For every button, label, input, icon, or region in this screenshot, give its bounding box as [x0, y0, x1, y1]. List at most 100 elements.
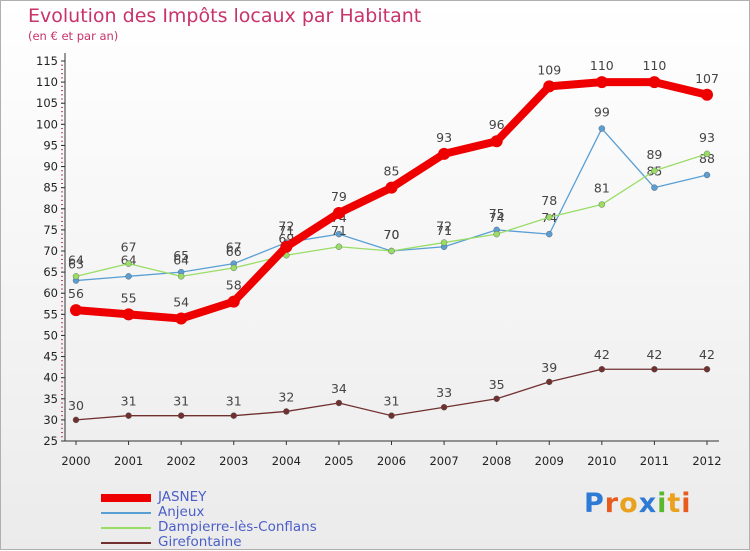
data-label: 93: [699, 130, 715, 145]
data-label: 42: [594, 347, 610, 362]
y-tick-label: 115: [36, 54, 58, 68]
data-point: [651, 184, 658, 191]
data-label: 96: [489, 117, 505, 132]
data-label: 72: [436, 219, 452, 234]
data-label: 99: [594, 105, 610, 120]
x-tick-label: 2012: [692, 454, 721, 468]
legend-swatch: [101, 542, 151, 544]
data-point: [440, 404, 448, 411]
y-tick-label: 100: [36, 117, 58, 131]
x-tick-label: 2001: [114, 454, 143, 468]
logo-letter: t: [667, 488, 682, 519]
data-label: 31: [173, 394, 189, 409]
data-label: 31: [121, 394, 137, 409]
data-label: 110: [642, 58, 666, 73]
data-point: [177, 412, 185, 419]
data-label: 93: [436, 130, 452, 145]
data-label: 89: [646, 147, 662, 162]
x-tick-label: 2011: [640, 454, 669, 468]
data-point: [490, 135, 503, 148]
data-point: [598, 125, 606, 132]
x-tick-label: 2009: [535, 454, 564, 468]
data-label: 75: [489, 206, 505, 221]
data-label: 107: [695, 71, 719, 86]
data-point: [493, 395, 500, 402]
data-point: [332, 207, 345, 219]
y-tick-label: 55: [43, 307, 58, 321]
data-point: [175, 312, 188, 325]
data-point: [438, 147, 451, 160]
data-label: 67: [121, 240, 137, 255]
data-label: 64: [173, 252, 189, 267]
y-tick-label: 75: [43, 223, 58, 237]
y-tick-label: 60: [43, 286, 58, 300]
logo-letter: P: [584, 488, 605, 519]
series-line: [72, 78, 711, 323]
data-point: [283, 408, 290, 415]
data-label: 39: [541, 360, 557, 375]
data-label: 34: [331, 381, 347, 396]
data-label: 32: [278, 389, 294, 404]
y-tick-label: 105: [36, 96, 58, 110]
data-point: [388, 412, 395, 419]
x-tick-label: 2000: [61, 454, 90, 468]
data-label: 31: [384, 394, 400, 409]
chart-subtitle: (en € et par an): [28, 29, 119, 43]
legend-label: Dampierre-lès-Conflans: [158, 519, 317, 535]
data-label: 70: [384, 227, 400, 242]
data-point: [230, 412, 237, 419]
legend-swatch: [101, 527, 151, 529]
x-tick-label: 2008: [482, 454, 511, 468]
x-tick-label: 2003: [219, 454, 248, 468]
data-label: 31: [226, 394, 242, 409]
data-label: 42: [699, 347, 715, 362]
y-tick-label: 110: [36, 75, 58, 89]
data-label: 71: [436, 223, 452, 238]
x-tick-label: 2002: [167, 454, 196, 468]
chart-title: Evolution des Impôts locaux par Habitant: [28, 5, 422, 27]
data-point: [227, 295, 240, 308]
data-label: 54: [173, 295, 189, 310]
data-label: 56: [68, 286, 84, 301]
x-tick-label: 2007: [429, 454, 458, 468]
data-label: 55: [121, 290, 137, 305]
data-label: 74: [489, 210, 505, 225]
data-label: 30: [68, 398, 84, 413]
x-tick-label: 2004: [272, 454, 301, 468]
logo-letter: o: [619, 488, 639, 519]
data-label: 78: [541, 193, 557, 208]
y-tick-label: 80: [43, 202, 58, 216]
data-point: [703, 150, 711, 158]
logo-letter: r: [604, 488, 620, 519]
proxiti-logo: Proxiti: [584, 488, 692, 519]
data-point: [335, 230, 343, 238]
data-point: [598, 201, 606, 208]
data-label: 33: [436, 385, 452, 400]
data-label: 70: [384, 227, 400, 242]
data-point: [335, 399, 343, 407]
data-point: [385, 181, 398, 194]
data-point: [651, 366, 658, 373]
data-label: 65: [173, 248, 189, 263]
data-point: [648, 76, 661, 89]
y-tick-label: 95: [43, 138, 58, 152]
data-label: 58: [226, 278, 242, 293]
data-label: 109: [537, 62, 561, 77]
y-tick-label: 30: [43, 413, 58, 427]
data-label: 85: [384, 164, 400, 179]
data-point: [701, 88, 713, 101]
data-point: [70, 304, 82, 317]
data-point: [72, 273, 80, 280]
y-tick-label: 25: [43, 434, 58, 448]
data-point: [177, 273, 185, 280]
y-tick-label: 85: [43, 181, 58, 195]
data-label: 71: [278, 223, 294, 238]
data-point: [595, 76, 608, 89]
legend-label: JASNEY: [158, 489, 207, 505]
logo-letter: x: [638, 488, 658, 519]
data-point: [122, 308, 135, 321]
y-tick-label: 40: [43, 371, 58, 385]
data-point: [125, 260, 132, 267]
